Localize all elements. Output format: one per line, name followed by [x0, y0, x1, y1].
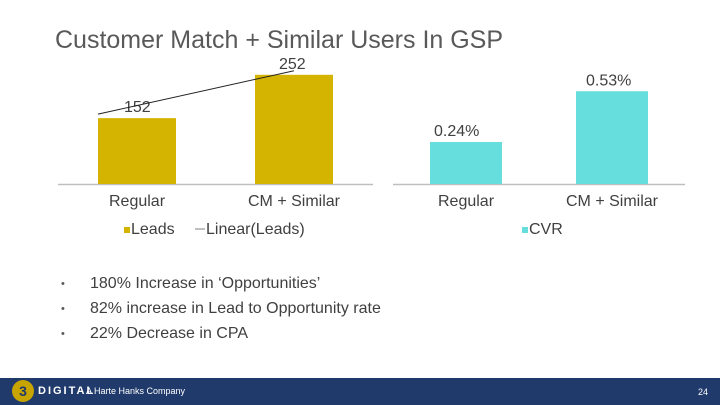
bar-leads: [255, 74, 333, 184]
bar-cvr: [430, 142, 502, 184]
bar-leads: [98, 118, 176, 184]
bullet-marker: •: [61, 327, 65, 340]
bullet-item: • 180% Increase in ‘Opportunities’: [60, 271, 381, 296]
page-number: 24: [697, 387, 708, 397]
x-tick-label: CM + Similar: [248, 193, 341, 210]
logo-text: DIGITAL: [38, 385, 96, 397]
bullet-item: • 82% increase in Lead to Opportunity ra…: [60, 296, 381, 321]
slide-title: Customer Match + Similar Users In GSP: [55, 26, 504, 54]
bullet-text: 180% Increase in ‘Opportunities’: [90, 274, 321, 292]
bar-cvr: [576, 91, 648, 184]
data-label: 0.24%: [434, 123, 479, 140]
data-label: 252: [279, 56, 306, 73]
x-tick-label: Regular: [438, 193, 495, 210]
bullet-list: • 180% Increase in ‘Opportunities’ • 82%…: [60, 271, 381, 346]
x-tick-label: Regular: [109, 193, 166, 210]
data-label: 152: [124, 99, 151, 116]
logo-icon: 3: [12, 380, 34, 402]
footer-bar: 3 DIGITAL A Harte Hanks Company 24: [0, 378, 720, 405]
bullet-marker: •: [61, 277, 65, 290]
footer-tagline: A Harte Hanks Company: [86, 386, 186, 396]
legend-swatch: [124, 227, 130, 233]
bullet-text: 82% increase in Lead to Opportunity rate: [90, 299, 381, 317]
legend-label: Leads: [131, 221, 175, 238]
x-tick-label: CM + Similar: [566, 193, 659, 210]
legend-label: Linear(Leads): [206, 221, 305, 238]
bullet-text: 22% Decrease in CPA: [90, 324, 248, 342]
legend-label: CVR: [529, 221, 563, 238]
data-label: 0.53%: [586, 72, 631, 89]
bullet-item: • 22% Decrease in CPA: [60, 321, 381, 346]
trendline: [97, 70, 295, 115]
legend-swatch: [522, 227, 528, 233]
bullet-marker: •: [61, 302, 65, 315]
